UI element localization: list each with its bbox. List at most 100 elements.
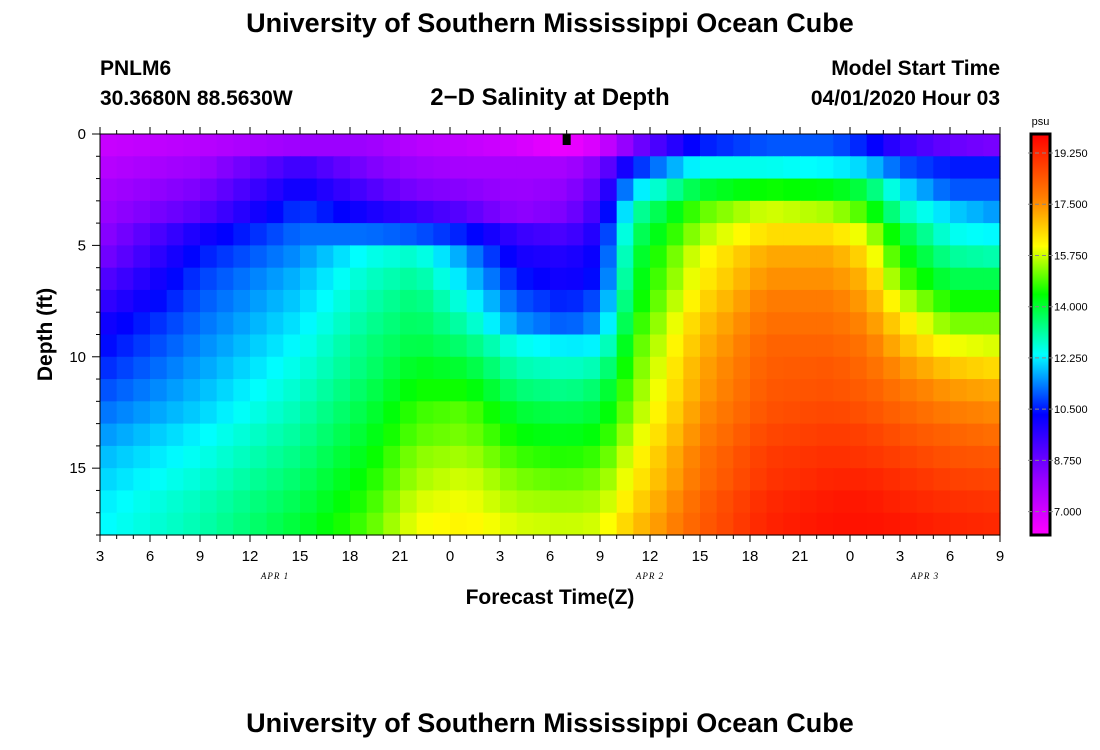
- heatmap-cell: [766, 356, 784, 380]
- heatmap-cell: [566, 401, 584, 425]
- heatmap-cell: [383, 289, 401, 313]
- heatmap-cell: [733, 401, 751, 425]
- heatmap-cell: [833, 468, 851, 492]
- heatmap-cell: [316, 312, 334, 336]
- heatmap-cell: [850, 379, 868, 402]
- heatmap-cell: [533, 423, 551, 447]
- heatmap-cell: [383, 423, 401, 447]
- heatmap-cell: [150, 468, 168, 492]
- heatmap-cell: [850, 490, 868, 514]
- heatmap-cell: [550, 356, 568, 380]
- heatmap-cell: [650, 512, 668, 536]
- heatmap-cell: [883, 401, 901, 425]
- heatmap-cell: [583, 490, 601, 514]
- heatmap-cell: [483, 312, 501, 336]
- heatmap-cell: [950, 423, 968, 447]
- heatmap-cell: [900, 379, 918, 402]
- heatmap-cell: [700, 245, 718, 269]
- heatmap-cell: [116, 423, 134, 447]
- heatmap-cell: [700, 356, 718, 380]
- heatmap-cell: [500, 312, 518, 336]
- heatmap-cell: [233, 512, 251, 536]
- heatmap-cell: [216, 401, 234, 425]
- heatmap-cell: [716, 512, 734, 536]
- heatmap-cell: [633, 223, 651, 246]
- heatmap-cell: [650, 334, 668, 358]
- heatmap-cell: [733, 423, 751, 447]
- heatmap-cell: [666, 134, 684, 157]
- heatmap-cell: [783, 379, 801, 402]
- heatmap-cell: [350, 445, 368, 469]
- heatmap-cell: [716, 334, 734, 358]
- heatmap-cell: [883, 356, 901, 380]
- heatmap-cell: [283, 445, 301, 469]
- heatmap-cell: [200, 156, 218, 180]
- heatmap-cell: [483, 223, 501, 246]
- heatmap-cell: [600, 245, 618, 269]
- heatmap-cell: [616, 245, 634, 269]
- heatmap-cell: [666, 379, 684, 402]
- colorbar-scale: [1031, 134, 1050, 535]
- heatmap-cell: [883, 245, 901, 269]
- heatmap-cell: [516, 512, 534, 536]
- heatmap-cell: [550, 490, 568, 514]
- heatmap-cell: [733, 267, 751, 291]
- heatmap-cell: [533, 178, 551, 202]
- heatmap-cell: [366, 356, 384, 380]
- heatmap-cell: [700, 134, 718, 157]
- heatmap-cell: [383, 200, 401, 224]
- heatmap-cell: [816, 512, 834, 536]
- heatmap-cell: [816, 379, 834, 402]
- colorbar-tick-label: 7.000: [1054, 507, 1082, 519]
- heatmap-cell: [633, 445, 651, 469]
- heatmap-cell: [283, 289, 301, 313]
- heatmap-cell: [600, 445, 618, 469]
- heatmap-cell: [583, 312, 601, 336]
- heatmap-cell: [500, 401, 518, 425]
- heatmap-cell: [633, 156, 651, 180]
- heatmap-cell: [583, 445, 601, 469]
- x-tick-label: 6: [546, 548, 554, 565]
- heatmap-cell: [883, 223, 901, 246]
- heatmap-cell: [216, 379, 234, 402]
- heatmap-cell: [966, 512, 984, 536]
- heatmap-cell: [866, 312, 884, 336]
- heatmap-cell: [950, 178, 968, 202]
- heatmap-cell: [583, 156, 601, 180]
- heatmap-cell: [833, 267, 851, 291]
- heatmap-cell: [300, 512, 318, 536]
- heatmap-cell: [266, 267, 284, 291]
- heatmap-cell: [533, 312, 551, 336]
- heatmap-cell: [216, 178, 234, 202]
- heatmap-cell: [283, 223, 301, 246]
- heatmap-cell: [416, 356, 434, 380]
- heatmap-cell: [533, 200, 551, 224]
- heatmap-cell: [750, 379, 768, 402]
- heatmap-cell: [583, 178, 601, 202]
- heatmap-cell: [966, 423, 984, 447]
- heatmap-cell: [983, 267, 1001, 291]
- heatmap-cell: [250, 490, 268, 514]
- heatmap-cell: [583, 200, 601, 224]
- heatmap-cell: [833, 245, 851, 269]
- heatmap-cell: [216, 200, 234, 224]
- heatmap-cell: [200, 312, 218, 336]
- heatmap-cell: [383, 401, 401, 425]
- heatmap-cell: [666, 490, 684, 514]
- heatmap-cell: [400, 178, 418, 202]
- heatmap-cell: [283, 245, 301, 269]
- heatmap-cell: [683, 512, 701, 536]
- heatmap-cell: [400, 200, 418, 224]
- heatmap-cell: [900, 356, 918, 380]
- heatmap-cell: [833, 200, 851, 224]
- heatmap-cell: [950, 468, 968, 492]
- heatmap-cell: [800, 401, 818, 425]
- heatmap-cell: [133, 490, 151, 514]
- heatmap-cell: [466, 134, 484, 157]
- heatmap-cell: [550, 312, 568, 336]
- date-label: APR 3: [910, 571, 939, 581]
- heatmap-cell: [750, 289, 768, 313]
- heatmap-cell: [166, 178, 184, 202]
- heatmap-cell: [966, 356, 984, 380]
- heatmap-cell: [933, 178, 951, 202]
